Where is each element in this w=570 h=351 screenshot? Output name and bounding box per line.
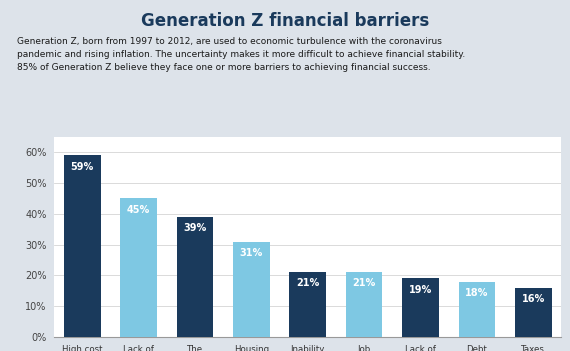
- Text: 18%: 18%: [465, 288, 488, 298]
- Text: Generation Z financial barriers: Generation Z financial barriers: [141, 12, 429, 30]
- Bar: [177, 217, 213, 337]
- Bar: [120, 198, 157, 337]
- Text: 31%: 31%: [240, 248, 263, 258]
- Text: 39%: 39%: [184, 223, 207, 233]
- Text: 21%: 21%: [352, 278, 376, 289]
- Bar: [64, 155, 101, 337]
- Text: 19%: 19%: [409, 285, 432, 294]
- Bar: [233, 241, 270, 337]
- Bar: [402, 278, 439, 337]
- Text: Generation Z, born from 1997 to 2012, are used to economic turbulence with the c: Generation Z, born from 1997 to 2012, ar…: [17, 37, 465, 72]
- Bar: [515, 288, 552, 337]
- Text: 45%: 45%: [127, 205, 150, 214]
- Bar: [459, 282, 495, 337]
- Bar: [346, 272, 382, 337]
- Text: 59%: 59%: [71, 161, 94, 172]
- Bar: [290, 272, 326, 337]
- Text: 21%: 21%: [296, 278, 319, 289]
- Text: 16%: 16%: [522, 294, 545, 304]
